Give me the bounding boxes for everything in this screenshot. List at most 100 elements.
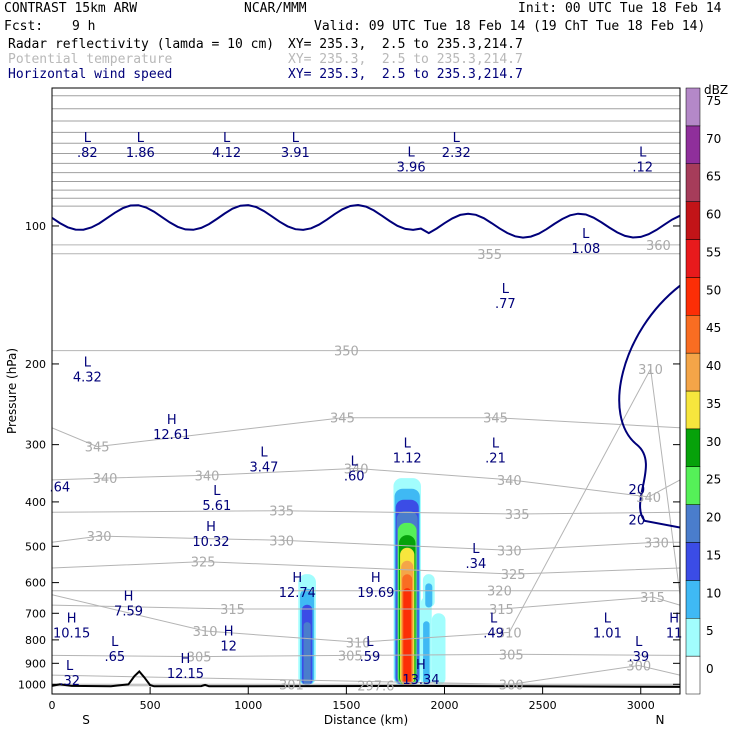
extremum-value-12: .60 <box>344 469 365 484</box>
reflectivity-cell-0-band-4 <box>303 622 311 686</box>
field-1-xy: XY= 235.3, 2.5 to 235.3,214.7 <box>288 37 523 52</box>
x-tick-label-0: 0 <box>49 699 56 712</box>
extremum-value-4: 3.96 <box>397 160 426 175</box>
theta-label-10: 340 <box>93 472 118 487</box>
extremum-value-19: 12.74 <box>279 586 316 601</box>
terrain-surface <box>52 670 680 688</box>
theta-label-3: 310 <box>638 363 663 378</box>
colorbar-label-50: 50 <box>706 283 721 297</box>
theta-contour-300 <box>52 664 680 685</box>
extremum-value-11: 3.47 <box>249 461 278 476</box>
theta-label-24: 310 <box>193 625 218 640</box>
y-tick-label-200: 200 <box>25 358 46 371</box>
extremum-value-27: .65 <box>104 650 125 665</box>
wind-label-0: 20 <box>629 483 646 498</box>
theta-label-0: 360 <box>646 239 671 254</box>
extremum-value-15: .64 <box>50 481 71 496</box>
field-2-name: Potential temperature <box>8 52 173 67</box>
colorbar-unit: dBZ <box>704 83 728 97</box>
y-tick-label-900: 900 <box>25 657 46 670</box>
extremum-value-2: 4.12 <box>212 146 241 161</box>
x-tick-label-2000: 2000 <box>431 699 459 712</box>
colorbar-swatch-25 <box>685 466 701 505</box>
x-tick-label-500: 500 <box>140 699 161 712</box>
x-end-label-left: S <box>82 713 90 727</box>
colorbar-label-60: 60 <box>706 208 721 222</box>
theta-label-11: 335 <box>269 505 294 520</box>
theta-contour-330 <box>52 535 680 551</box>
chart-header: CONTRAST 15km ARW NCAR/MMM Init: 00 UTC … <box>0 0 740 84</box>
extremum-value-24: 1.01 <box>593 627 622 642</box>
extremum-value-5: 2.32 <box>442 146 471 161</box>
extremum-value-32: 13.34 <box>402 673 439 688</box>
colorbar-label-0: 0 <box>706 662 714 676</box>
colorbar-swatch-70 <box>685 125 701 164</box>
theta-contour-345 <box>52 417 680 448</box>
extremum-value-29: .39 <box>628 650 649 665</box>
extremum-value-17: 10.32 <box>192 535 229 550</box>
theta-label-2: 350 <box>334 345 359 360</box>
colorbar-swatch-35 <box>685 390 701 430</box>
colorbar-swatch-55 <box>685 239 701 278</box>
theta-contour-310 <box>52 367 680 643</box>
colorbar-swatch-45 <box>685 315 701 354</box>
x-tick-label-1500: 1500 <box>332 699 360 712</box>
extremum-value-18: .34 <box>466 557 487 572</box>
contour-labels: 360 355 350 310 345 345 345 340 340 340 340 335 335 3… <box>50 131 683 694</box>
theta-label-9: 340 <box>497 474 522 489</box>
x-tick-label-3000: 3000 <box>627 699 655 712</box>
wind-contours <box>52 203 680 529</box>
center-name: NCAR/MMM <box>244 1 307 16</box>
extremum-value-7: 1.08 <box>571 242 600 257</box>
theta-contour-305 <box>52 653 680 658</box>
y-tick-label-700: 700 <box>25 607 46 620</box>
extremum-letter-1: L <box>137 131 145 146</box>
wind-label-1: 20 <box>629 514 646 529</box>
extremum-letter-31: L <box>66 659 74 674</box>
extremum-letter-3: L <box>292 131 300 146</box>
colorbar-swatch-30 <box>685 428 701 467</box>
extremum-value-25: 11 <box>666 627 683 642</box>
extremum-value-28: .59 <box>360 650 381 665</box>
wind-contour-jet <box>52 203 680 239</box>
colorbar-label-25: 25 <box>706 473 721 487</box>
extremum-letter-11: L <box>260 446 268 461</box>
extremum-value-8: .77 <box>495 297 516 312</box>
colorbar-label-70: 70 <box>706 132 721 146</box>
theta-label-22: 315 <box>489 603 514 618</box>
x-axis-label: Distance (km) <box>324 713 408 727</box>
field-1-name: Radar reflectivity (lamda = 10 cm) <box>8 37 275 52</box>
extremum-letter-22: H <box>67 612 77 627</box>
colorbar-label-75: 75 <box>706 94 721 108</box>
extremum-value-20: 19.69 <box>357 586 394 601</box>
extremum-letter-24: L <box>604 612 612 627</box>
theta-label-16: 330 <box>497 544 522 559</box>
extremum-letter-25: H <box>669 612 679 627</box>
extremum-value-26: 12 <box>220 639 237 654</box>
extremum-letter-16: L <box>213 484 221 499</box>
extremum-value-21: 7.59 <box>114 605 143 620</box>
theta-contour-315 <box>52 596 680 610</box>
terrain-line <box>52 670 680 688</box>
theta-contour-335 <box>52 510 680 515</box>
extremum-letter-28: L <box>366 635 374 650</box>
wind-contour-20 <box>618 284 680 529</box>
extremum-letter-9: L <box>84 356 92 371</box>
colorbar-label-40: 40 <box>706 359 721 373</box>
colorbar-swatch-40 <box>685 352 701 392</box>
extremum-letter-18: L <box>472 542 480 557</box>
extremum-value-31: .32 <box>59 674 80 689</box>
extremum-letter-21: H <box>124 590 134 605</box>
colorbar-swatch-15 <box>685 542 701 581</box>
extremum-letter-8: L <box>502 282 510 297</box>
y-tick-label-600: 600 <box>25 577 46 590</box>
y-tick-label-100: 100 <box>25 220 46 233</box>
extremum-value-9: 4.32 <box>73 371 102 386</box>
y-tick-label-300: 300 <box>25 439 46 452</box>
theta-label-6: 345 <box>85 441 110 456</box>
colorbar-swatch-5 <box>685 618 701 657</box>
colorbar-swatch-50 <box>685 277 701 316</box>
theta-label-21: 315 <box>220 603 245 618</box>
theta-label-32: 297.6 <box>357 680 394 695</box>
